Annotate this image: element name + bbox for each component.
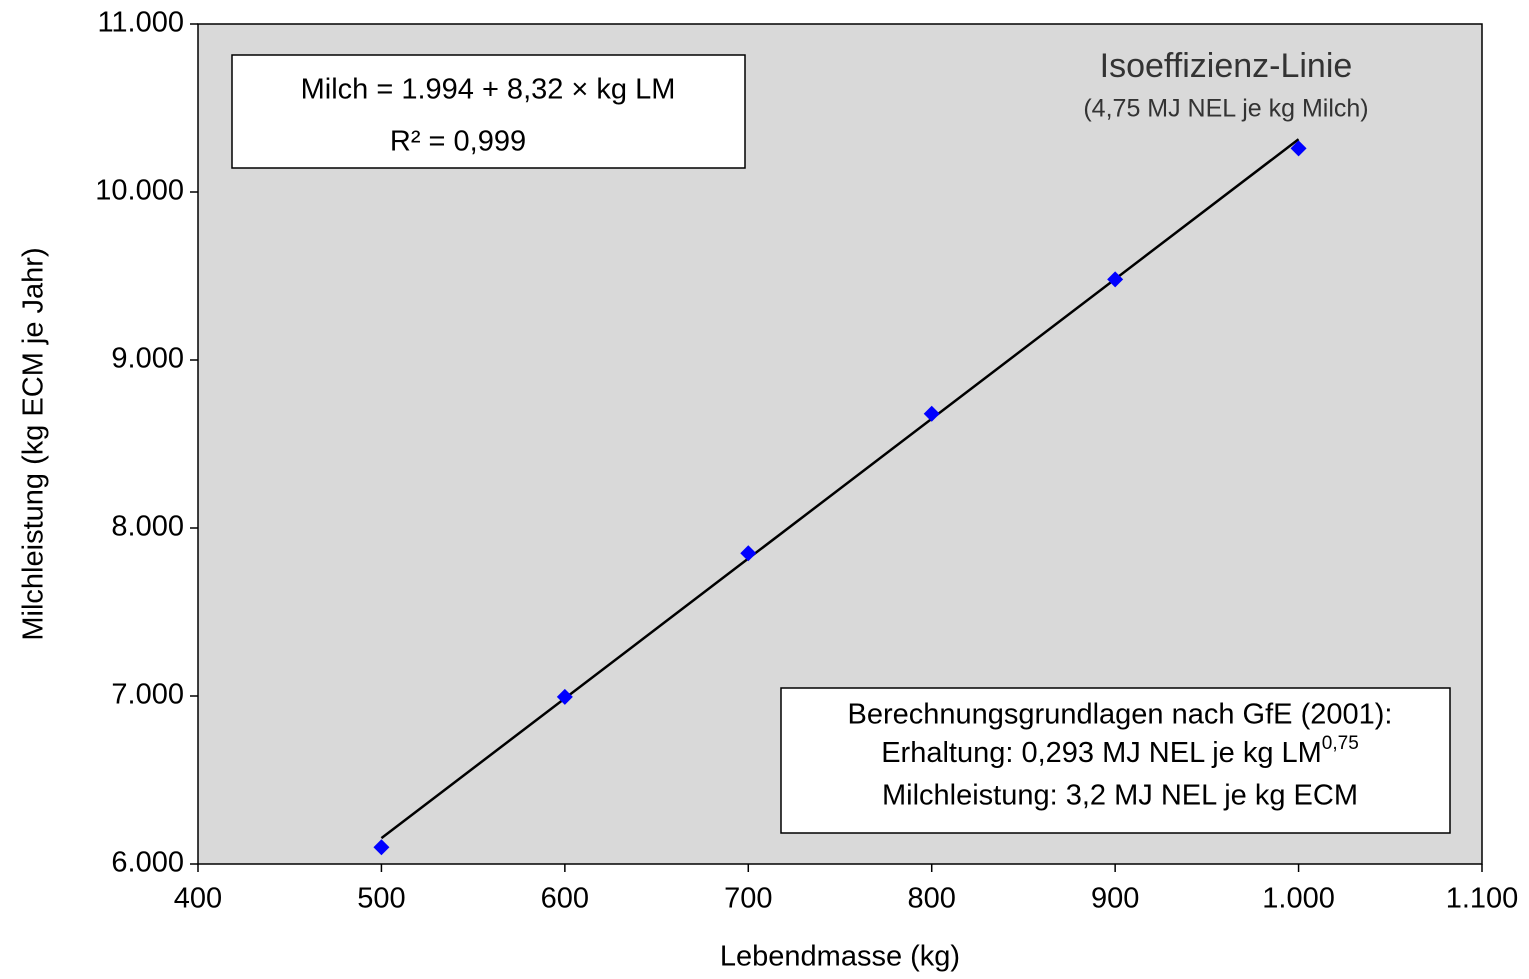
basis-exponent: 0,75 bbox=[1322, 733, 1359, 754]
y-tick-label: 10.000 bbox=[95, 175, 184, 207]
data-point bbox=[923, 405, 940, 422]
x-tick-label: 700 bbox=[724, 883, 772, 915]
data-point bbox=[740, 545, 757, 562]
basis-title: Berechnungsgrundlagen nach GfE (2001): bbox=[848, 699, 1393, 731]
line-subtitle: (4,75 MJ NEL je kg Milch) bbox=[1083, 95, 1368, 123]
x-tick-label: 400 bbox=[174, 883, 222, 915]
x-tick-label: 500 bbox=[357, 883, 405, 915]
r-squared: R² = 0,999 bbox=[390, 126, 526, 158]
basis-maintenance: Erhaltung: 0,293 MJ NEL je kg LM bbox=[881, 737, 1322, 769]
y-tick-label: 9.000 bbox=[111, 343, 184, 375]
basis-maintenance-line: Erhaltung: 0,293 MJ NEL je kg LM0,75 bbox=[881, 733, 1359, 769]
line-title: Isoeffizienz-Linie bbox=[1100, 47, 1353, 85]
trend-line bbox=[380, 138, 1300, 840]
x-tick-label: 1.000 bbox=[1262, 883, 1335, 915]
data-point bbox=[1290, 140, 1307, 157]
x-tick-label: 600 bbox=[541, 883, 589, 915]
equation-box bbox=[231, 54, 746, 169]
equation: Milch = 1.994 + 8,32 × kg LM bbox=[301, 74, 676, 106]
y-tick-label: 6.000 bbox=[111, 847, 184, 879]
x-axis-label: Lebendmasse (kg) bbox=[720, 941, 960, 973]
basis-box bbox=[780, 687, 1451, 834]
x-tick-label: 900 bbox=[1091, 883, 1139, 915]
y-tick-label: 7.000 bbox=[111, 679, 184, 711]
x-tick-label: 1.100 bbox=[1446, 883, 1519, 915]
y-tick-label: 8.000 bbox=[111, 511, 184, 543]
y-axis-label: Milchleistung (kg ECM je Jahr) bbox=[18, 247, 50, 640]
data-point bbox=[1107, 271, 1124, 288]
basis-milk: Milchleistung: 3,2 MJ NEL je kg ECM bbox=[882, 780, 1358, 812]
x-tick-label: 800 bbox=[908, 883, 956, 915]
data-point bbox=[373, 839, 390, 856]
data-point bbox=[556, 688, 573, 705]
y-tick-label: 11.000 bbox=[97, 7, 184, 39]
